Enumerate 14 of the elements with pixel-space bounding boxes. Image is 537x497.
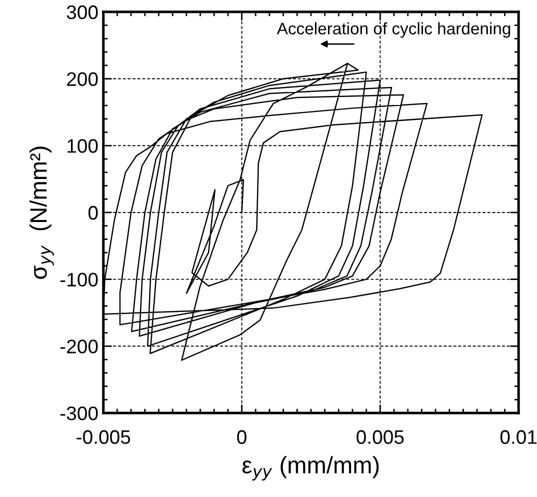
x-tick-label: -0.005	[76, 430, 130, 444]
y-tick-label: 0	[88, 206, 98, 220]
x-tick-label: 0	[237, 430, 246, 444]
x-tick-label: 0.005	[356, 430, 404, 444]
y-tick-label: 100	[68, 139, 98, 153]
y-axis-title: σ$_{yy}$ (N/mm²)	[29, 146, 54, 279]
y-tick-label: -300	[60, 406, 98, 420]
y-tick-label: 200	[67, 72, 98, 86]
x-axis-title: ε$_{yy}$ (mm/mm)	[242, 456, 379, 481]
y-tick-label: -200	[60, 340, 98, 354]
annotation: Acceleration of cyclic hardening	[276, 22, 510, 38]
x-tick-label: 0.01	[500, 430, 537, 444]
y-tick-label: 300	[66, 5, 98, 20]
y-tick-label: -100	[60, 272, 98, 287]
